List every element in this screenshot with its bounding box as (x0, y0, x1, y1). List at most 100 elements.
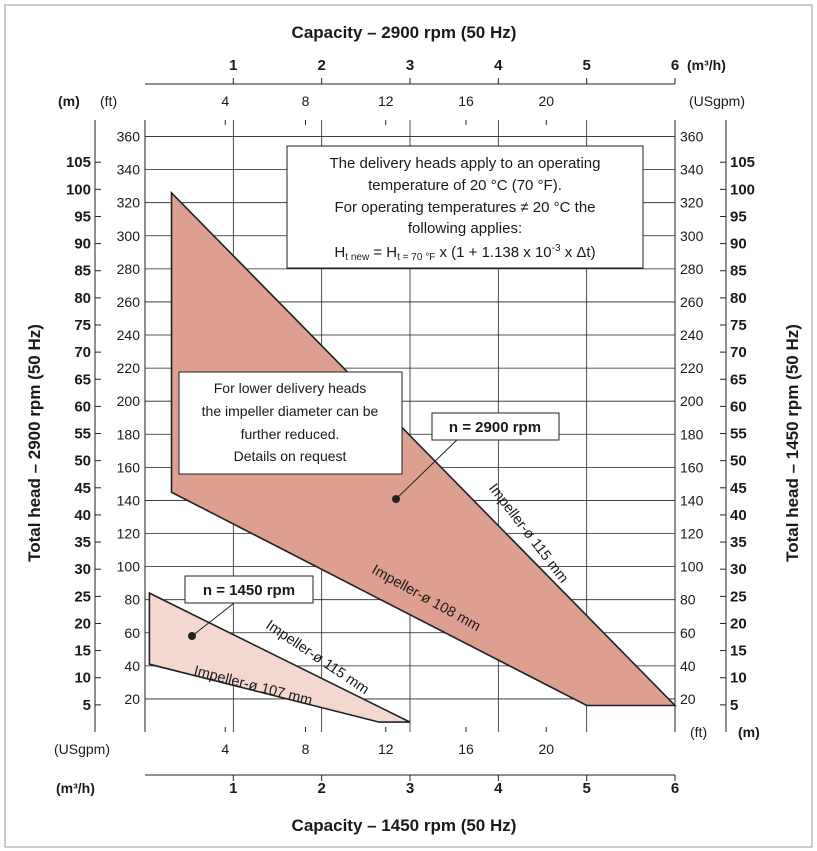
impeller-note-line-1: For lower delivery heads (214, 380, 367, 396)
tick-label-m-right-14: 75 (730, 317, 747, 334)
temperature-note-line-3: For operating temperatures ≠ 20 °C the (334, 199, 595, 216)
tick-label-m3h-top-3: 4 (494, 57, 503, 74)
tick-label-m-right-11: 60 (730, 398, 747, 415)
series-label-2900: n = 2900 rpm (392, 412, 560, 503)
tick-label-ft-right-13: 280 (680, 261, 704, 277)
tick-label-ft-right-15: 320 (680, 195, 704, 211)
series-label-2900-text: n = 2900 rpm (449, 419, 541, 436)
tick-label-ft-left-8: 180 (117, 426, 141, 442)
tick-label-ft-right-1: 40 (680, 658, 696, 674)
tick-label-m3h-bottom-1: 2 (317, 780, 325, 797)
tick-label-m-right-6: 35 (730, 534, 747, 551)
tick-label-m-left-20: 105 (66, 154, 91, 171)
left-axis-title: Total head – 2900 rpm (50 Hz) (25, 324, 44, 562)
tick-label-m-left-3: 20 (74, 615, 91, 632)
impeller-note-line-4: Details on request (234, 448, 347, 464)
unit-m-left: (m) (58, 93, 80, 109)
tick-label-ft-left-2: 60 (124, 625, 140, 641)
tick-label-m-left-14: 75 (74, 317, 91, 334)
tick-label-ft-right-8: 180 (680, 426, 704, 442)
tick-label-ft-left-3: 80 (124, 592, 140, 608)
tick-label-m-right-2: 15 (730, 643, 747, 660)
unit-m3h-bottom: (m³/h) (56, 780, 95, 796)
tick-label-m3h-bottom-2: 3 (406, 780, 414, 797)
tick-label-m-right-18: 95 (730, 208, 747, 225)
tick-label-m-right-8: 45 (730, 480, 747, 497)
tick-label-m-right-7: 40 (730, 507, 747, 524)
temperature-note: The delivery heads apply to an operating… (286, 145, 644, 269)
tick-label-ft-right-12: 260 (680, 294, 704, 310)
area-1450 (148, 591, 411, 723)
tick-label-ft-left-6: 140 (117, 492, 141, 508)
tick-label-ft-right-7: 160 (680, 459, 704, 475)
tick-label-m-right-1: 10 (730, 670, 747, 687)
tick-label-m-right-4: 25 (730, 588, 747, 605)
tick-label-usgpm-bottom-3: 16 (458, 741, 474, 757)
leader-dot-2900 (392, 495, 400, 503)
tick-label-ft-right-3: 80 (680, 592, 696, 608)
tick-label-usgpm-bottom-0: 4 (221, 741, 229, 757)
tick-label-m3h-bottom-4: 5 (582, 780, 590, 797)
tick-label-ft-left-10: 220 (117, 360, 141, 376)
unit-ft-left: (ft) (100, 93, 117, 109)
tick-label-ft-left-13: 280 (117, 261, 141, 277)
tick-label-usgpm-top-0: 4 (221, 93, 229, 109)
series-label-2900-box (431, 412, 560, 441)
tick-label-m-left-18: 95 (74, 208, 91, 225)
tick-label-ft-right-0: 20 (680, 691, 696, 707)
tick-label-m-left-1: 10 (74, 670, 91, 687)
tick-label-ft-left-9: 200 (117, 393, 141, 409)
top-axis-title: Capacity – 2900 rpm (50 Hz) (292, 23, 517, 42)
tick-label-m-left-11: 60 (74, 398, 91, 415)
tick-label-ft-left-11: 240 (117, 327, 141, 343)
tick-label-m-left-2: 15 (74, 643, 91, 660)
tick-label-ft-right-11: 240 (680, 327, 704, 343)
tick-label-m3h-bottom-5: 6 (671, 780, 679, 797)
tick-label-ft-left-17: 360 (117, 129, 141, 145)
tick-label-m-left-5: 30 (74, 561, 91, 578)
tick-label-m-right-16: 85 (730, 263, 747, 280)
tick-label-m-left-16: 85 (74, 263, 91, 280)
bottom-axis-title: Capacity – 1450 rpm (50 Hz) (292, 816, 517, 835)
tick-label-m-right-5: 30 (730, 561, 747, 578)
area-2900 (170, 190, 677, 707)
tick-label-usgpm-bottom-4: 20 (538, 741, 554, 757)
tick-label-m-left-12: 65 (74, 371, 91, 388)
unit-m-right: (m) (738, 724, 760, 740)
series-label-1450: n = 1450 rpm (184, 575, 314, 640)
tick-label-m-left-19: 100 (66, 181, 91, 198)
tick-label-usgpm-bottom-1: 8 (302, 741, 310, 757)
tick-label-m-right-20: 105 (730, 154, 755, 171)
tick-label-m-left-0: 5 (83, 697, 91, 714)
tick-label-m-left-8: 45 (74, 480, 91, 497)
tick-label-ft-left-1: 40 (124, 658, 140, 674)
tick-label-usgpm-top-1: 8 (302, 93, 310, 109)
temperature-note-line-2: temperature of 20 °C (70 °F). (368, 177, 562, 194)
unit-usgpm-top: (USgpm) (689, 93, 745, 109)
impeller-note-box (178, 371, 403, 475)
tick-label-m-left-15: 80 (74, 290, 91, 307)
leader-line-2900 (395, 436, 461, 500)
outer-frame (4, 4, 813, 848)
tick-label-m-right-9: 50 (730, 453, 747, 470)
series-label-1450-text: n = 1450 rpm (203, 582, 295, 599)
tick-label-ft-left-16: 340 (117, 162, 141, 178)
tick-label-m-left-7: 40 (74, 507, 91, 524)
tick-label-ft-right-14: 300 (680, 228, 704, 244)
tick-label-ft-right-17: 360 (680, 129, 704, 145)
tick-label-m-left-4: 25 (74, 588, 91, 605)
tick-label-ft-left-5: 120 (117, 526, 141, 542)
tick-label-m-left-10: 55 (74, 426, 91, 443)
tick-label-ft-left-12: 260 (117, 294, 141, 310)
unit-usgpm-bottom: (USgpm) (54, 741, 110, 757)
tick-label-usgpm-top-2: 12 (378, 93, 394, 109)
tick-label-ft-left-14: 300 (117, 228, 141, 244)
tick-label-usgpm-top-3: 16 (458, 93, 474, 109)
tick-label-usgpm-bottom-2: 12 (378, 741, 394, 757)
tick-label-m3h-top-4: 5 (582, 57, 590, 74)
tick-label-ft-right-16: 340 (680, 162, 704, 178)
tick-label-m3h-top-5: 6 (671, 57, 679, 74)
unit-ft-right: (ft) (690, 724, 707, 740)
tick-label-usgpm-top-4: 20 (538, 93, 554, 109)
